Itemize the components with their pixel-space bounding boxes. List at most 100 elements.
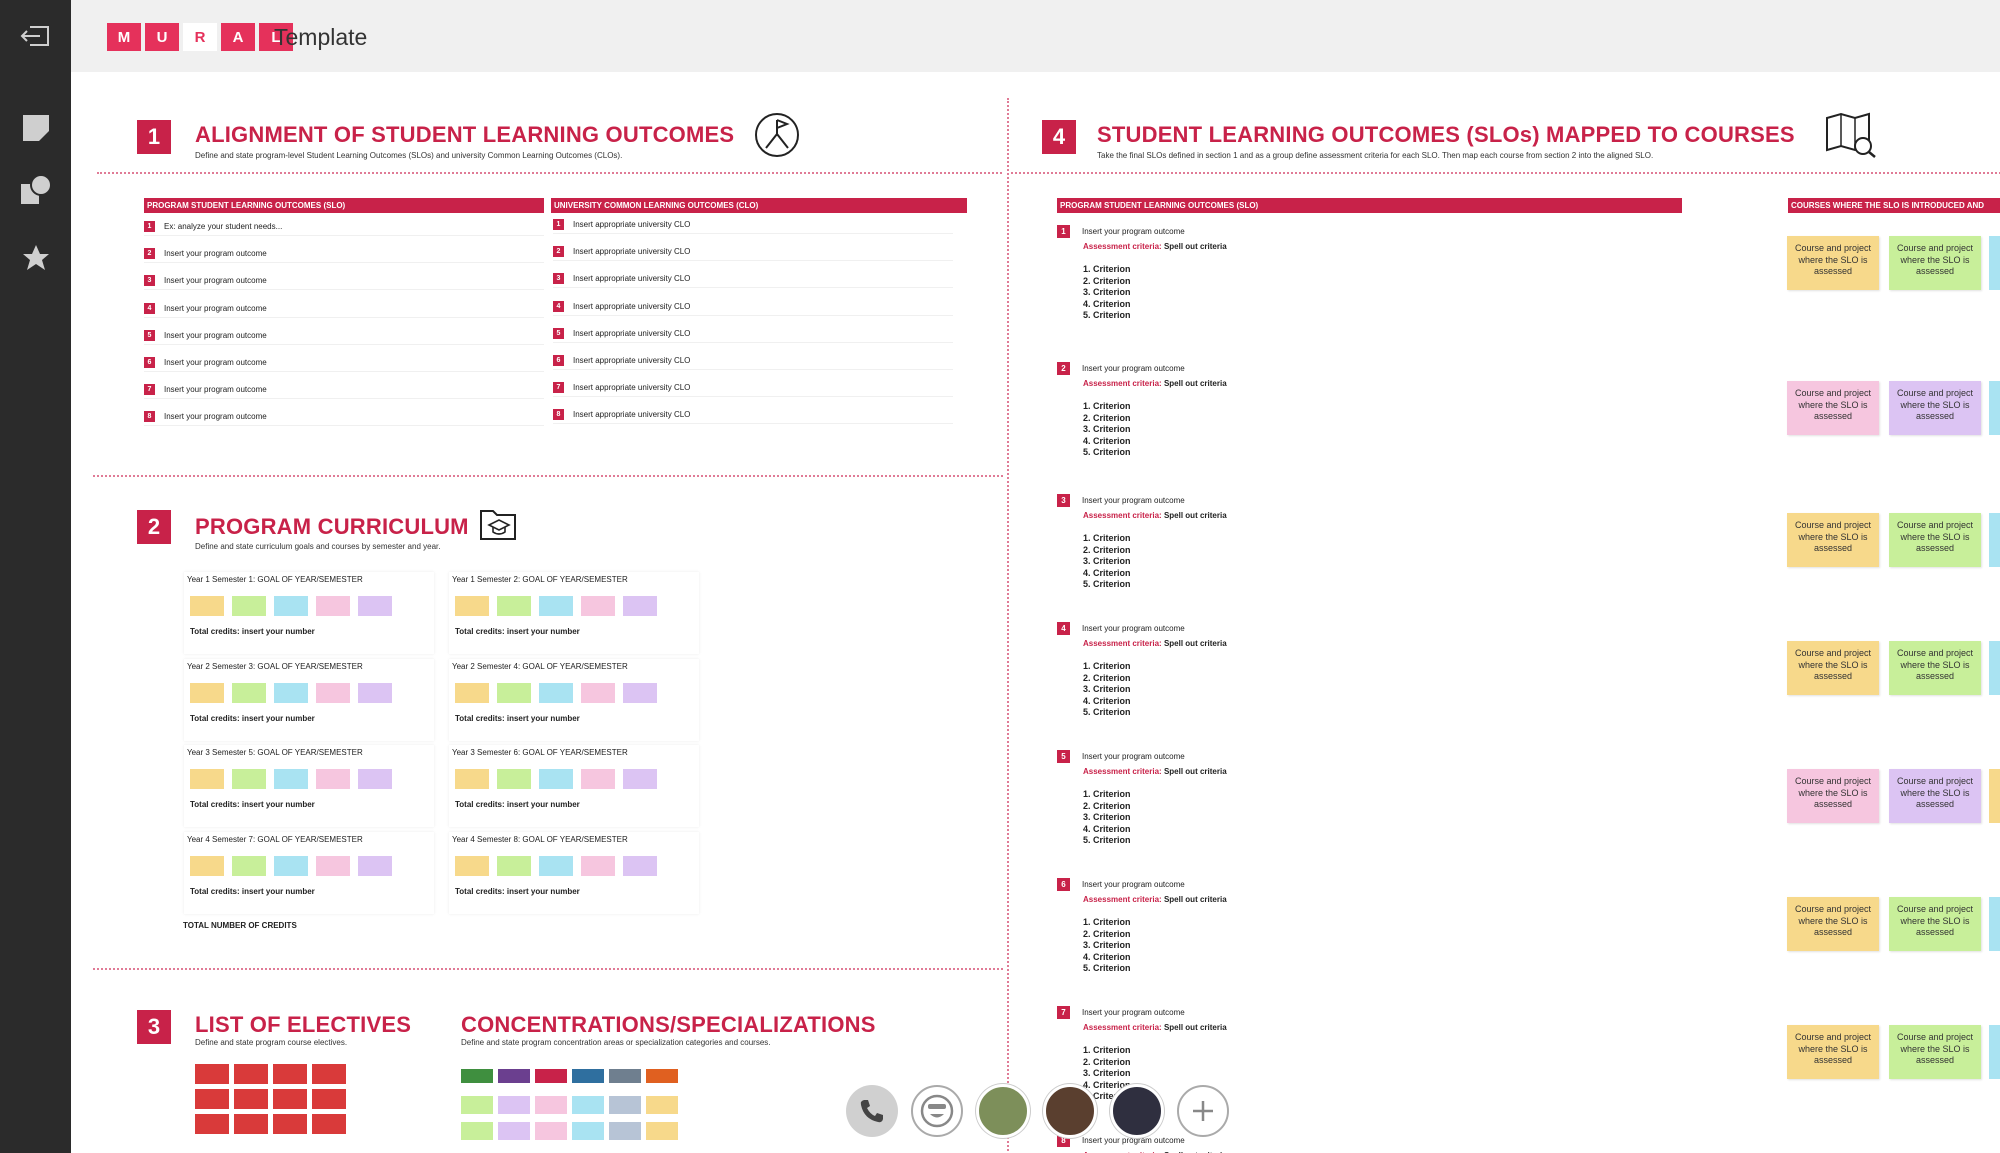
course-sticky[interactable] <box>316 769 350 789</box>
clo-row[interactable]: 5 Insert appropriate university CLO <box>553 324 953 343</box>
slo-row[interactable]: 5 Insert your program outcome <box>144 326 544 345</box>
course-sticky[interactable] <box>455 855 489 876</box>
concentration-header[interactable] <box>461 1069 493 1083</box>
slo-mapping-row[interactable]: 7 Insert your program outcome <box>1057 1003 1667 1021</box>
mural-title[interactable]: Template <box>274 24 368 50</box>
clo-row[interactable]: 4 Insert appropriate university CLO <box>553 297 953 316</box>
criterion[interactable]: 2. Criterion <box>1083 412 1131 423</box>
course-sticky[interactable] <box>581 682 615 703</box>
concentration-header[interactable] <box>609 1069 641 1083</box>
course-sticky[interactable] <box>358 855 392 876</box>
assessment-sticky[interactable]: Course and project where the SLO is asse… <box>1787 897 1879 951</box>
criterion[interactable]: 4. Criterion <box>1083 298 1131 309</box>
assessment-sticky[interactable]: Course and project where the SLO is asse… <box>1889 381 1981 435</box>
course-sticky[interactable] <box>358 682 392 703</box>
assessment-criteria[interactable]: Assessment criteria: Spell out criteria <box>1083 1023 1227 1032</box>
assessment-sticky[interactable]: Course and project where the SLO is asse… <box>1889 236 1981 290</box>
elective-sticky[interactable] <box>312 1089 346 1109</box>
assessment-sticky-edge[interactable] <box>1989 641 2000 695</box>
criterion[interactable]: 4. Criterion <box>1083 1079 1131 1090</box>
course-sticky[interactable] <box>497 596 531 616</box>
shapes-tool[interactable] <box>0 165 71 215</box>
criterion[interactable]: 2. Criterion <box>1083 672 1131 683</box>
clo-row[interactable]: 2 Insert appropriate university CLO <box>553 243 953 262</box>
criterion[interactable]: 5. Criterion <box>1083 963 1131 973</box>
assessment-sticky[interactable]: Course and project where the SLO is asse… <box>1787 769 1879 823</box>
elective-sticky[interactable] <box>312 1114 346 1134</box>
assessment-criteria[interactable]: Assessment criteria: Spell out criteria <box>1083 242 1227 251</box>
semester-panel[interactable]: Year 3 Semester 6: GOAL OF YEAR/SEMESTER… <box>449 745 699 827</box>
clo-row[interactable]: 1 Insert appropriate university CLO <box>553 216 953 234</box>
course-sticky[interactable] <box>539 769 573 789</box>
criterion[interactable]: 4. Criterion <box>1083 951 1131 962</box>
semester-panel[interactable]: Year 1 Semester 1: GOAL OF YEAR/SEMESTER… <box>184 572 434 654</box>
course-sticky[interactable] <box>190 769 224 789</box>
concentration-header[interactable] <box>498 1069 530 1083</box>
avatar[interactable] <box>1043 1084 1097 1138</box>
course-sticky[interactable] <box>623 855 657 876</box>
criterion[interactable]: 2. Criterion <box>1083 544 1131 555</box>
criterion[interactable]: 5. Criterion <box>1083 1091 1131 1101</box>
course-sticky[interactable] <box>316 596 350 616</box>
assessment-sticky[interactable]: Course and project where the SLO is asse… <box>1889 769 1981 823</box>
concentration-sticky[interactable] <box>535 1122 567 1140</box>
concentration-sticky[interactable] <box>609 1096 641 1114</box>
elective-sticky[interactable] <box>234 1114 268 1134</box>
course-sticky[interactable] <box>316 855 350 876</box>
criterion[interactable]: 5. Criterion <box>1083 707 1131 717</box>
semester-panel[interactable]: Year 1 Semester 2: GOAL OF YEAR/SEMESTER… <box>449 572 699 654</box>
concentration-header[interactable] <box>572 1069 604 1083</box>
criterion[interactable]: 4. Criterion <box>1083 435 1131 446</box>
slo-mapping-row[interactable]: 2 Insert your program outcome <box>1057 359 1667 377</box>
criterion[interactable]: 1. Criterion <box>1083 401 1131 411</box>
favorites-tool[interactable] <box>0 233 71 283</box>
assessment-sticky[interactable]: Course and project where the SLO is asse… <box>1889 513 1981 567</box>
assessment-sticky[interactable]: Course and project where the SLO is asse… <box>1889 641 1981 695</box>
criterion[interactable]: 3. Criterion <box>1083 1068 1131 1078</box>
course-sticky[interactable] <box>274 682 308 703</box>
exit-button[interactable] <box>0 0 71 72</box>
slo-row[interactable]: 4 Insert your program outcome <box>144 299 544 318</box>
assessment-sticky-edge[interactable] <box>1989 769 2000 823</box>
criterion[interactable]: 2. Criterion <box>1083 800 1131 811</box>
clo-row[interactable]: 3 Insert appropriate university CLO <box>553 270 953 289</box>
criterion[interactable]: 2. Criterion <box>1083 275 1131 286</box>
course-sticky[interactable] <box>623 596 657 616</box>
concentration-header[interactable] <box>646 1069 678 1083</box>
slo-row[interactable]: 2 Insert your program outcome <box>144 245 544 264</box>
course-sticky[interactable] <box>581 596 615 616</box>
course-sticky[interactable] <box>232 596 266 616</box>
course-sticky[interactable] <box>274 769 308 789</box>
criterion[interactable]: 3. Criterion <box>1083 287 1131 297</box>
criterion[interactable]: 2. Criterion <box>1083 1056 1131 1067</box>
criterion[interactable]: 4. Criterion <box>1083 695 1131 706</box>
semester-panel[interactable]: Year 4 Semester 7: GOAL OF YEAR/SEMESTER… <box>184 831 434 914</box>
concentration-sticky[interactable] <box>609 1122 641 1140</box>
course-sticky[interactable] <box>623 682 657 703</box>
semester-panel[interactable]: Year 4 Semester 8: GOAL OF YEAR/SEMESTER… <box>449 831 699 914</box>
concentration-sticky[interactable] <box>646 1096 678 1114</box>
concentration-sticky[interactable] <box>498 1096 530 1114</box>
concentration-sticky[interactable] <box>572 1096 604 1114</box>
course-sticky[interactable] <box>232 682 266 703</box>
assessment-criteria[interactable]: Assessment criteria: Spell out criteria <box>1083 379 1227 388</box>
course-sticky[interactable] <box>455 682 489 703</box>
slo-row[interactable]: 1 Ex: analyze your student needs... <box>144 218 544 236</box>
avatar[interactable] <box>976 1084 1030 1138</box>
assessment-sticky-edge[interactable] <box>1989 236 2000 290</box>
assessment-sticky[interactable]: Course and project where the SLO is asse… <box>1889 1025 1981 1079</box>
criterion[interactable]: 1. Criterion <box>1083 661 1131 671</box>
concentration-sticky[interactable] <box>646 1122 678 1140</box>
course-sticky[interactable] <box>190 855 224 876</box>
criterion[interactable]: 3. Criterion <box>1083 940 1131 950</box>
course-sticky[interactable] <box>581 855 615 876</box>
course-sticky[interactable] <box>497 769 531 789</box>
clo-row[interactable]: 6 Insert appropriate university CLO <box>553 352 953 370</box>
course-sticky[interactable] <box>316 682 350 703</box>
assessment-sticky[interactable]: Course and project where the SLO is asse… <box>1787 1025 1879 1079</box>
assessment-sticky-edge[interactable] <box>1989 897 2000 951</box>
course-sticky[interactable] <box>539 855 573 876</box>
invite-button[interactable] <box>1177 1085 1229 1137</box>
elective-sticky[interactable] <box>195 1089 229 1109</box>
course-sticky[interactable] <box>455 769 489 789</box>
